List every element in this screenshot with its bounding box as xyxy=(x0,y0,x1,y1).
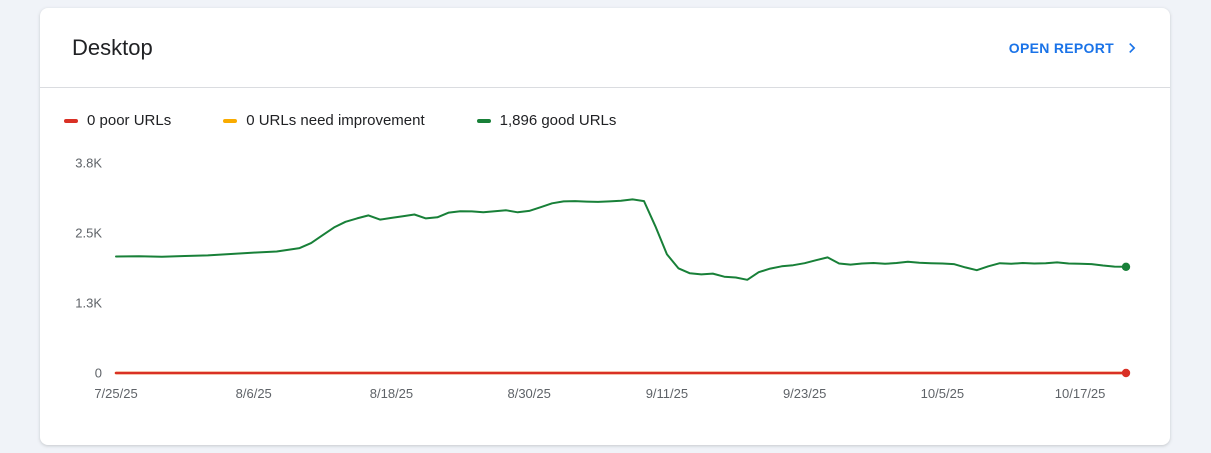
legend-label-need-improvement: 0 URLs need improvement xyxy=(246,112,425,129)
desktop-vitals-card: Desktop OPEN REPORT 0 poor URLs 0 URLs n… xyxy=(40,8,1170,445)
legend-item-need-improvement: 0 URLs need improvement xyxy=(223,112,425,129)
x-tick-label: 8/30/25 xyxy=(507,386,550,401)
chevron-right-icon xyxy=(1129,42,1136,53)
x-tick-label: 8/6/25 xyxy=(236,386,272,401)
need-improvement-dash-icon xyxy=(223,118,238,123)
card-header: Desktop OPEN REPORT xyxy=(40,8,1170,88)
open-report-label: OPEN REPORT xyxy=(1008,39,1114,56)
legend-item-good-urls: 1,896 good URLs xyxy=(476,112,617,129)
legend-label-good-urls: 1,896 good URLs xyxy=(499,112,617,129)
good-urls-dash-icon xyxy=(476,118,491,123)
y-tick-label: 0 xyxy=(95,366,102,381)
x-tick-label: 8/18/25 xyxy=(370,386,413,401)
x-tick-label: 7/25/25 xyxy=(94,386,137,401)
good-urls-end-dot xyxy=(1121,262,1131,271)
open-report-button[interactable]: OPEN REPORT xyxy=(1007,32,1144,64)
x-tick-label: 10/5/25 xyxy=(921,386,964,401)
x-tick-label: 9/11/25 xyxy=(646,386,688,401)
chart-svg: 0 1.3K 2.5K 3.8K 7/25/25 8/6/25 8/18/25 8/30/25… xyxy=(75,156,1131,401)
y-tick-label: 1.3K xyxy=(75,296,102,311)
legend-label-poor-urls: 0 poor URLs xyxy=(87,112,172,129)
card-title: Desktop xyxy=(72,34,153,60)
y-tick-label: 3.8K xyxy=(75,156,102,171)
y-tick-label: 2.5K xyxy=(75,226,102,241)
urls-trend-chart[interactable]: 0 1.3K 2.5K 3.8K 7/25/25 8/6/25 8/18/25 8/30/25… xyxy=(64,143,1146,412)
poor-urls-dash-icon xyxy=(64,118,78,123)
chart-legend: 0 poor URLs 0 URLs need improvement 1,89… xyxy=(64,112,1170,129)
good-urls-line xyxy=(115,198,1127,281)
x-tick-label: 9/23/25 xyxy=(783,386,826,401)
poor-urls-end-dot xyxy=(1121,368,1131,378)
x-tick-label: 10/17/25 xyxy=(1055,386,1106,401)
legend-item-poor-urls: 0 poor URLs xyxy=(64,112,171,129)
